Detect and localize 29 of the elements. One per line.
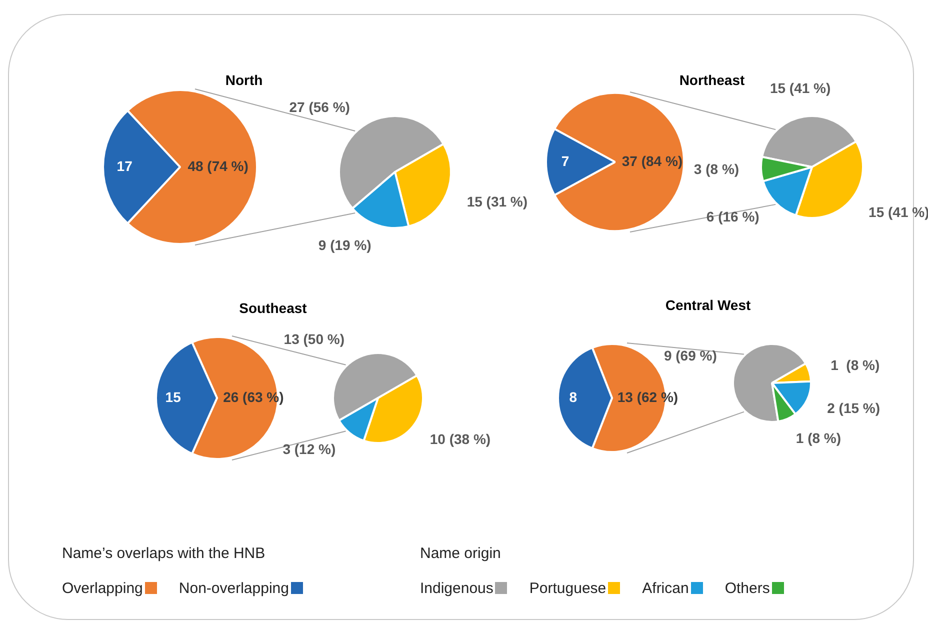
legend-label: Indigenous xyxy=(420,580,494,597)
data-label: 7 xyxy=(561,152,570,169)
data-label: 10 (38 %) xyxy=(430,431,491,448)
data-label: 2 (15 %) xyxy=(827,400,880,416)
data-label: 1 (8 %) xyxy=(830,356,880,373)
legend-title: Name origin xyxy=(420,545,502,562)
legend-title: Name’s overlaps with the HNB xyxy=(62,545,266,562)
data-label: 8 xyxy=(569,388,578,405)
text: Northeast xyxy=(679,72,745,88)
data-label: 15 (41 %) xyxy=(770,80,831,96)
data-label: 15 xyxy=(165,388,182,405)
data-label: 9 (19 %) xyxy=(318,237,372,254)
data-label: 9 (69 %) xyxy=(664,348,717,364)
data-label: 27 (56 %) xyxy=(289,99,350,116)
data-label: 1 (8 %) xyxy=(796,430,842,446)
legend-label: Non-overlapping xyxy=(178,580,289,597)
legend-label: Others xyxy=(724,580,770,597)
data-label: 37 (84 %) xyxy=(622,152,683,169)
legend-label: Overlapping xyxy=(62,580,143,597)
legend-label: African xyxy=(642,580,689,597)
data-label: 3 (8 %) xyxy=(694,160,740,177)
chart-title: North xyxy=(225,72,263,88)
text: Central West xyxy=(665,297,751,313)
legend-label: Portuguese xyxy=(529,580,606,597)
data-label: 17 xyxy=(116,158,133,174)
data-label: 15 (31 %) xyxy=(466,193,528,210)
data-label: 48 (74 %) xyxy=(188,158,248,174)
data-label: 13 (50 %) xyxy=(284,330,344,347)
chart-title: Southeast xyxy=(239,300,307,316)
